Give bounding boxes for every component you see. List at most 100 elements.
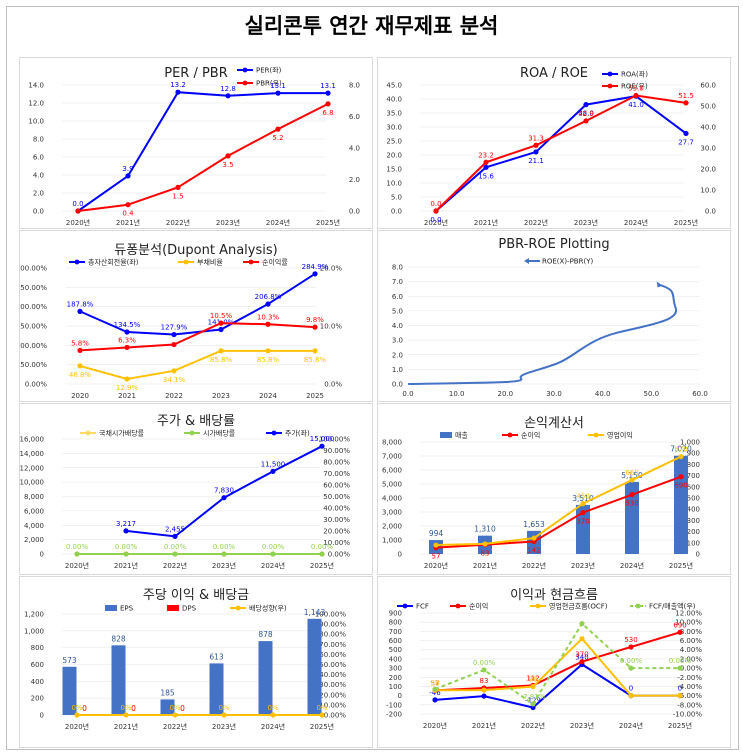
legend-marker [271,430,277,436]
y-right-tick-label: -2.00% [677,674,702,682]
data-label: 12.8 [220,85,236,93]
y-tick-label: 0.0 [392,381,403,389]
series-line [77,91,328,212]
data-point [77,308,83,314]
x-tick-label: 2025년 [674,218,698,227]
series-line [435,455,682,547]
chart-per-pbr: 0.0 2.0 4.0 6.0 8.0 10.0 12.0 14.0 0.0 2.0 4.0 6.0 8… [28,66,360,228]
x-tick-label: 0.0 [402,390,413,398]
y-left-tick-label: 14,000 [20,450,44,458]
series-line [435,95,687,212]
legend-label: FCF/매출액(우) [649,602,696,611]
y-left-tick-label: 0 [40,712,44,720]
x-tick-label: 2024년 [620,561,644,570]
data-point [172,712,178,718]
data-label: 450 [576,493,589,501]
data-point [319,443,325,449]
legend-label: PER(좌) [256,66,282,75]
data-label: -7.81% [521,693,546,701]
chart-eps-dps: 0 200 400 600 800 1,000 1,200 0.00% 10.00% 20.00%… [24,604,346,732]
y-left-tick-label: 500 [389,646,402,654]
y-left-tick-label: 25.0 [386,138,402,146]
data-label: 55.0 [628,85,644,93]
data-label: 0% [218,704,229,712]
data-label: 0.00% [620,657,643,665]
panel-price-dividend: 주가 & 배당률 0 2,000 4,000 6,000 8,000 10,000 12,0… [19,403,373,575]
data-label: 34.1% [163,376,186,384]
y-left-tick-label: 800 [389,619,402,627]
y-left-tick-label: 300.00% [20,265,47,273]
y-left-tick-label: 0.0 [33,208,44,216]
data-label: 370 [576,518,589,526]
y-left-tick-label: 5,000 [382,481,402,489]
x-tick-label: 2022년 [166,218,190,227]
data-point [432,686,438,692]
data-label: 5.2 [272,134,283,142]
data-label: 51.5 [678,92,694,100]
data-label: 0 [629,685,633,693]
y-left-tick-label: 3,000 [382,509,402,517]
data-label: 530 [625,500,638,508]
panel-dupont: 듀퐁분석(Dupont Analysis) 0.00% 50.00% 100.00%… [19,230,373,402]
data-label: 23.2 [478,151,494,159]
series-line [79,349,315,381]
y-left-tick-label: 200 [389,674,402,682]
y-left-tick-label: 7,000 [382,453,402,461]
y-right-tick-label: 30.0 [700,145,716,153]
data-label: 98 [529,676,538,684]
y-right-tick-label: 2.00% [680,655,703,663]
data-point [312,348,318,354]
y-right-tick-label: 6.00% [680,637,703,645]
data-point [312,271,318,277]
data-point [579,659,585,665]
data-point [533,149,539,155]
data-label: 573 [62,656,77,665]
data-point [579,620,585,627]
data-label: 0% [120,704,131,712]
data-label: 0.4 [122,210,134,218]
y-right-tick-label: -10.00% [673,711,703,719]
data-label: 15.6 [478,172,494,180]
data-label: -129 [525,696,541,704]
data-label: 57 [432,553,441,561]
x-tick-label: 2021년 [116,218,140,227]
y-right-tick-label: 700 [687,472,700,480]
legend-marker [235,605,241,611]
y-right-tick-label: 1,000 [680,439,700,447]
data-point [265,348,271,354]
x-tick-label: 2024년 [266,218,290,227]
data-label: 3.9 [122,165,133,173]
x-tick-label: 2024년 [624,218,648,227]
y-right-tick-label: 200 [687,528,700,536]
data-point [580,509,586,516]
y-left-tick-label: 0.00% [25,381,48,389]
y-left-tick-label: 200.00% [20,303,47,311]
bar [674,455,688,554]
data-label: 10.3% [257,313,280,321]
data-label: 0.00% [164,543,187,551]
data-label: 83 [481,550,490,558]
legend-label: 순이익률 [262,258,288,267]
legend-label: 영업현금흐름(OCF) [549,602,608,611]
y-tick-label: 4.0 [392,322,403,330]
y-left-tick-label: 150.00% [20,323,47,331]
data-point [124,376,130,382]
curve-arrowhead [656,281,663,288]
y-left-tick-label: 40.0 [386,96,402,104]
data-point [583,102,589,108]
data-point [275,126,281,132]
legend-label: ROA(좌) [621,70,648,79]
data-point [579,636,585,642]
data-label: 660 [625,469,638,477]
data-label: 284.9% [302,263,329,271]
legend-marker [402,603,408,609]
series-line [435,94,687,212]
data-label: 134.5% [114,321,141,329]
data-point [175,89,181,95]
x-tick-label: 2023년 [216,218,240,227]
y-left-tick-label: 15.0 [386,166,402,174]
y-left-tick-label: 0 [398,551,402,559]
data-label: 185 [160,688,175,697]
data-point [583,118,589,124]
data-point [225,153,231,159]
